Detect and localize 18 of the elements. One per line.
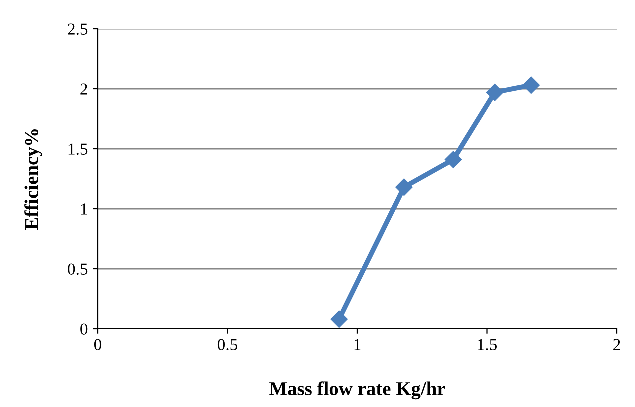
x-tick-label: 1: [354, 339, 361, 350]
y-tick-label: 1: [81, 204, 88, 215]
y-tick-label: 0.5: [68, 264, 88, 276]
y-axis-title: Efficiency%: [24, 130, 42, 230]
x-tick-label: 0.5: [218, 339, 238, 351]
y-tick-label: 2.5: [68, 24, 88, 36]
y-tick-label: 0: [80, 324, 88, 335]
x-tick-label: 2: [614, 339, 620, 350]
point: [522, 76, 540, 94]
point: [486, 84, 504, 102]
x-axis-title: Mass flow rate Kg/hr: [270, 382, 446, 400]
point: [396, 178, 413, 196]
y-tick-label: 2: [80, 84, 88, 95]
y-tick-label: 1.5: [68, 144, 88, 156]
point: [330, 310, 348, 328]
point: [444, 151, 462, 168]
x-tick-label: 1.5: [478, 339, 498, 351]
x-tick-label: 0: [94, 339, 102, 350]
